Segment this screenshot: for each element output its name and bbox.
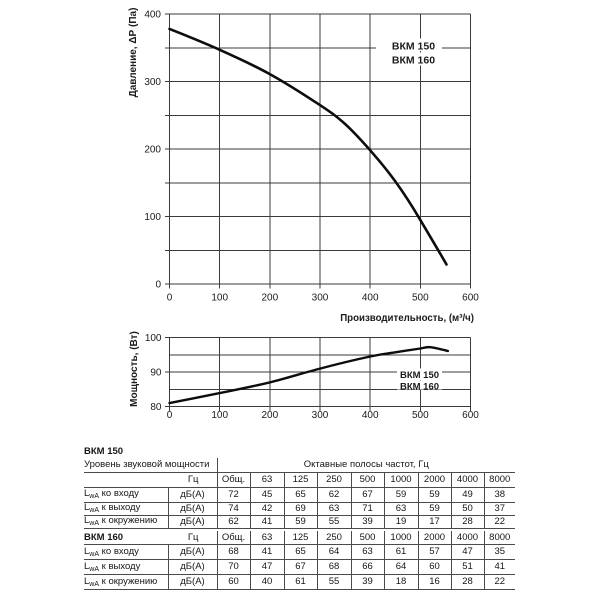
svg-text:100: 100 [211, 410, 228, 421]
svg-text:0: 0 [167, 410, 173, 421]
svg-text:600: 600 [462, 293, 479, 304]
svg-text:300: 300 [312, 410, 329, 421]
svg-text:ВКМ 150: ВКМ 150 [400, 370, 439, 381]
svg-text:ВКМ 160: ВКМ 160 [400, 382, 439, 393]
svg-text:ВКМ 160: ВКМ 160 [392, 55, 435, 67]
svg-text:300: 300 [144, 77, 161, 88]
svg-text:400: 400 [144, 10, 161, 21]
svg-text:90: 90 [150, 368, 162, 379]
svg-text:80: 80 [150, 402, 162, 413]
svg-text:200: 200 [261, 410, 278, 421]
svg-text:100: 100 [211, 293, 228, 304]
svg-text:Давление, ΔР (Па): Давление, ΔР (Па) [128, 8, 139, 98]
svg-text:500: 500 [412, 293, 429, 304]
svg-text:400: 400 [362, 293, 379, 304]
svg-text:400: 400 [362, 410, 379, 421]
svg-text:200: 200 [144, 145, 161, 156]
svg-text:0: 0 [167, 293, 173, 304]
svg-text:200: 200 [261, 293, 278, 304]
svg-text:Мощность, (Вт): Мощность, (Вт) [129, 331, 140, 407]
svg-text:100: 100 [145, 333, 162, 344]
svg-text:0: 0 [155, 280, 161, 291]
svg-text:500: 500 [412, 410, 429, 421]
svg-text:300: 300 [312, 293, 329, 304]
svg-text:Производительность, (м³/ч): Производительность, (м³/ч) [340, 313, 474, 324]
svg-text:100: 100 [144, 212, 161, 223]
svg-text:ВКМ 150: ВКМ 150 [392, 41, 435, 53]
svg-text:600: 600 [462, 410, 479, 421]
